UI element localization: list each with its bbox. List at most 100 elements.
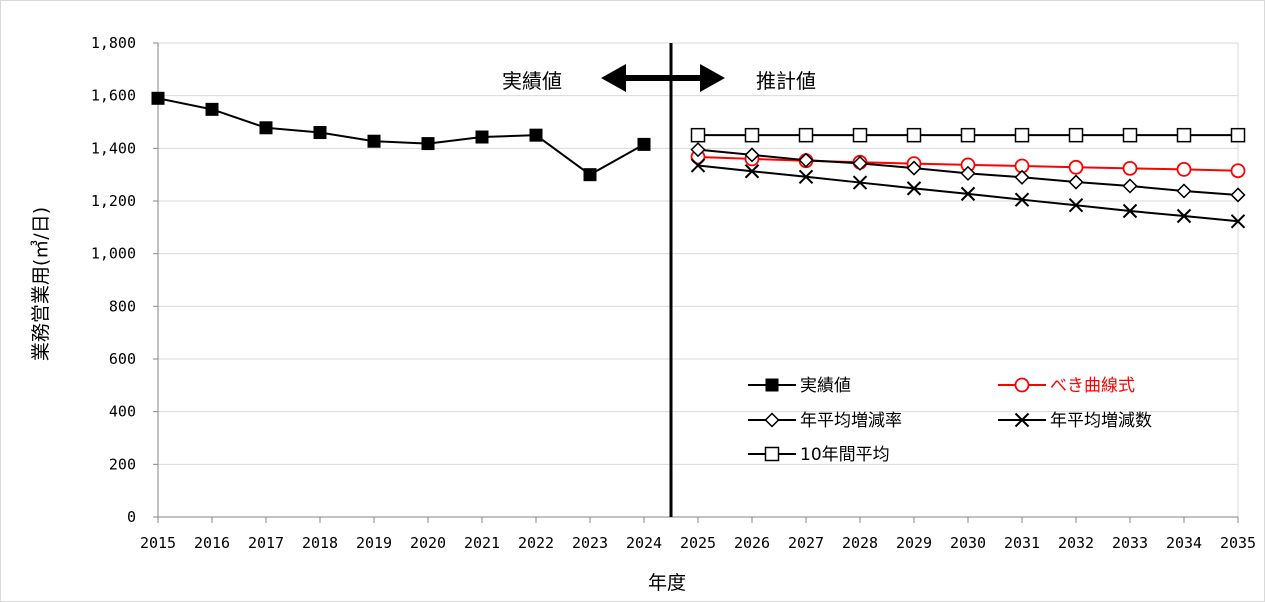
legend-entry: 年平均増減数 (998, 411, 1152, 431)
x-tick-label: 2034 (1166, 534, 1202, 552)
series-2 (690, 142, 1246, 203)
data-point (1068, 159, 1084, 175)
data-point (475, 130, 489, 144)
x-tick-label: 2020 (410, 534, 446, 552)
y-tick-label: 1,400 (91, 139, 136, 157)
legend-label: 年平均増減率 (800, 411, 902, 431)
y-tick-label: 1,200 (91, 192, 136, 210)
data-point (960, 127, 976, 143)
x-tick-label: 2028 (842, 534, 878, 552)
data-point (1176, 183, 1192, 199)
data-point (313, 126, 327, 140)
data-point (1068, 174, 1084, 190)
data-point (852, 175, 868, 190)
legend-entry: 実績値 (748, 376, 851, 396)
series-line (157, 97, 645, 176)
x-tick-label: 2027 (788, 534, 824, 552)
x-tick-labels: 2015 2016 2017 2018 2019 2020 2021 2022 2023 2024… (140, 534, 1256, 552)
data-point (798, 152, 814, 168)
data-point (690, 142, 706, 158)
x-tick-label: 2032 (1058, 534, 1094, 552)
data-point (690, 158, 706, 173)
data-point (1122, 203, 1138, 219)
data-point (1014, 377, 1030, 393)
data-point (1122, 160, 1138, 176)
data-point (1230, 127, 1246, 143)
data-point (1014, 192, 1030, 207)
data-point (906, 127, 922, 143)
y-tick-label: 800 (109, 297, 136, 315)
y-tick-label: 1,600 (91, 87, 136, 105)
legend-label: べき曲線式 (1050, 376, 1135, 396)
data-point (1068, 198, 1084, 213)
legend-label: 10年間平均 (800, 445, 890, 465)
grid-lines (158, 42, 1238, 465)
x-tick-label: 2019 (356, 534, 392, 552)
x-tick-label: 2017 (248, 534, 284, 552)
data-point (690, 127, 706, 143)
data-point (1014, 412, 1030, 428)
forecast-label: 推計値 (756, 69, 816, 93)
data-point (765, 378, 779, 392)
series (151, 91, 1246, 229)
axes (153, 42, 1239, 523)
series-3 (690, 158, 1246, 229)
data-point (421, 137, 435, 151)
data-point (1230, 163, 1246, 179)
data-point (1122, 178, 1138, 194)
data-point (744, 147, 760, 163)
legend-label: 年平均増減数 (1050, 411, 1152, 431)
x-tick-label: 2033 (1112, 534, 1148, 552)
y-tick-label: 1,000 (91, 245, 136, 263)
data-point (529, 128, 543, 142)
x-axis-title: 年度 (648, 572, 686, 594)
data-point (1014, 127, 1030, 143)
data-point (205, 102, 219, 116)
y-tick-label: 1,800 (91, 34, 136, 52)
data-point (798, 127, 814, 143)
x-tick-label: 2023 (572, 534, 608, 552)
legend-entry: 年平均増減率 (748, 411, 902, 431)
data-point (1176, 208, 1192, 224)
data-point (583, 168, 597, 182)
x-tick-label: 2018 (302, 534, 338, 552)
data-point (906, 181, 922, 196)
x-tick-label: 2015 (140, 534, 176, 552)
data-point (1176, 127, 1192, 143)
legend-entry: 10年間平均 (748, 445, 890, 465)
data-point (960, 186, 976, 202)
data-point (764, 446, 780, 462)
data-point (852, 155, 868, 171)
legend-entry: べき曲線式 (998, 376, 1135, 396)
x-tick-label: 2026 (734, 534, 770, 552)
x-tick-label: 2022 (518, 534, 554, 552)
y-tick-label: 600 (109, 350, 136, 368)
double-arrow-icon (601, 64, 725, 92)
x-tick-label: 2025 (680, 534, 716, 552)
x-tick-label: 2016 (194, 534, 230, 552)
data-point (367, 134, 381, 148)
data-point (259, 121, 273, 135)
y-axis-title: 業務営業用(㎥/日) (30, 207, 52, 361)
data-point (1014, 169, 1030, 185)
data-point (637, 137, 651, 151)
data-point (960, 165, 976, 181)
x-tick-label: 2024 (626, 534, 662, 552)
x-tick-label: 2029 (896, 534, 932, 552)
x-tick-label: 2035 (1220, 534, 1256, 552)
y-tick-label: 200 (109, 455, 136, 473)
data-point (151, 91, 165, 105)
data-point (1176, 161, 1192, 177)
data-point (744, 127, 760, 143)
series-0 (151, 91, 651, 182)
data-point (1230, 187, 1246, 203)
data-point (744, 164, 760, 179)
data-point (764, 412, 780, 428)
data-point (798, 169, 814, 184)
data-point (1122, 127, 1138, 143)
x-tick-label: 2031 (1004, 534, 1040, 552)
data-point (906, 160, 922, 176)
